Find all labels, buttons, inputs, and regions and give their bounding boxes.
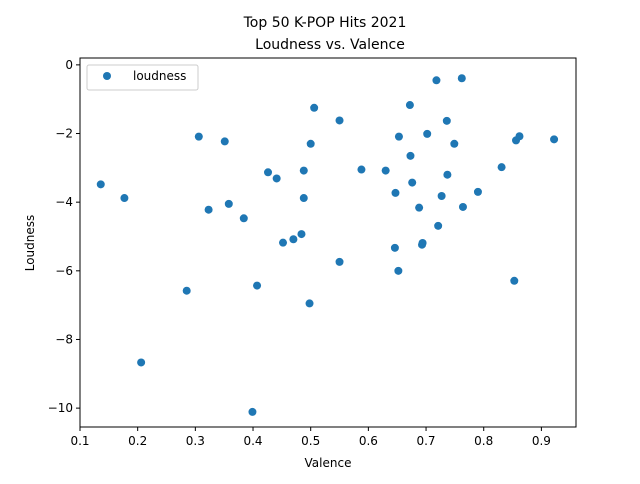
x-tick-label: 0.2 [128, 434, 147, 448]
x-tick-label: 0.7 [416, 434, 435, 448]
data-point [390, 243, 399, 252]
data-point [194, 132, 203, 141]
data-point [394, 132, 403, 141]
data-point [297, 230, 306, 239]
data-point [458, 202, 467, 211]
y-axis-label: Loudness [23, 215, 37, 272]
data-point [96, 180, 105, 189]
data-point [510, 276, 519, 285]
data-point [137, 358, 146, 367]
data-point [394, 266, 403, 275]
legend-entry-loudness: loudness [133, 69, 186, 83]
x-tick-label: 0.9 [532, 434, 551, 448]
data-point [434, 221, 443, 230]
data-point [299, 194, 308, 203]
y-tick-label: 0 [65, 58, 73, 72]
data-point [381, 166, 390, 175]
data-point [289, 235, 298, 244]
y-tick-label: −6 [55, 264, 73, 278]
data-point [405, 101, 414, 110]
data-point [335, 116, 344, 125]
data-point [335, 257, 344, 266]
data-point [305, 299, 314, 308]
data-point [550, 135, 559, 144]
legend-box [86, 64, 199, 91]
data-point [450, 139, 459, 148]
x-tick-label: 0.1 [70, 434, 89, 448]
y-ticks: 0 −2 −4 −6 −8 −10 [48, 58, 80, 415]
data-point [248, 407, 257, 416]
x-tick-label: 0.4 [243, 434, 262, 448]
data-point [497, 163, 506, 172]
legend: loudness [86, 64, 199, 91]
data-point [279, 238, 288, 247]
data-point [253, 281, 262, 290]
data-point [264, 168, 273, 177]
x-axis-label: Valence [305, 456, 352, 470]
data-point [415, 203, 424, 212]
data-point [239, 214, 248, 223]
chart-subtitle: Loudness vs. Valence [255, 37, 405, 53]
data-point [423, 129, 432, 138]
data-point [204, 205, 213, 214]
data-point [437, 191, 446, 200]
data-point [515, 132, 524, 141]
data-point [406, 151, 415, 160]
data-point [310, 103, 319, 112]
data-point [182, 286, 191, 295]
x-tick-label: 0.3 [186, 434, 205, 448]
data-point [357, 165, 366, 174]
chart-title: Top 50 K-POP Hits 2021 [243, 15, 407, 31]
y-tick-label: −4 [55, 195, 73, 209]
legend-marker [103, 72, 111, 80]
x-ticks: 0.1 0.2 0.3 0.4 0.5 0.6 0.7 0.8 0.9 [70, 427, 551, 448]
data-point [120, 194, 129, 203]
data-point [432, 76, 441, 85]
data-point [224, 199, 233, 208]
y-tick-label: −8 [55, 332, 73, 346]
data-point [473, 187, 482, 196]
data-point [442, 116, 451, 125]
x-tick-label: 0.6 [359, 434, 378, 448]
data-point [306, 139, 315, 148]
data-point [299, 166, 308, 175]
data-point [220, 137, 229, 146]
y-tick-label: −10 [48, 401, 73, 415]
data-point [391, 188, 400, 197]
y-tick-label: −2 [55, 127, 73, 141]
x-tick-label: 0.5 [301, 434, 320, 448]
data-point [457, 74, 466, 83]
data-point [418, 239, 427, 248]
points-layer [96, 74, 559, 416]
data-point [443, 170, 452, 179]
data-point [408, 178, 417, 187]
data-point [272, 174, 281, 183]
x-tick-label: 0.8 [474, 434, 493, 448]
plot-frame [79, 57, 577, 428]
